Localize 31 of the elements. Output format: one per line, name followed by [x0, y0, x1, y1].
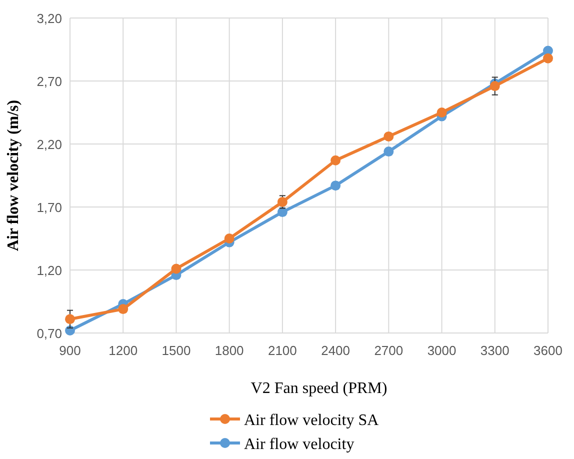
x-tick-label: 2400 — [321, 343, 350, 358]
y-axis-title: Air flow velocity (m/s) — [5, 100, 22, 252]
x-tick-label: 900 — [59, 343, 81, 358]
legend-label: Air flow velocity — [244, 436, 354, 453]
y-tick-label: 3,20 — [36, 11, 62, 26]
x-tick-label: 2700 — [374, 343, 404, 358]
x-tick-label: 2100 — [268, 343, 297, 358]
x-tick-label: 1800 — [214, 343, 244, 358]
y-tick-label: 1,70 — [36, 200, 62, 215]
point — [330, 180, 341, 191]
point — [118, 304, 128, 314]
y-tick-label: 2,20 — [36, 137, 62, 152]
point — [224, 234, 234, 244]
x-tick-label: 3600 — [534, 343, 562, 358]
x-tick-label: 1500 — [162, 343, 191, 358]
y-tick-label: 0,70 — [36, 326, 62, 341]
x-tick-label: 3000 — [427, 343, 456, 358]
y-tick-label: 2,70 — [36, 74, 62, 89]
point — [490, 81, 500, 92]
point — [384, 146, 394, 157]
x-tick-label: 1200 — [108, 343, 138, 358]
point — [330, 155, 341, 166]
x-axis-title: V2 Fan speed (PRM) — [250, 380, 388, 397]
point — [171, 264, 182, 274]
point — [65, 314, 75, 324]
x-tick-label: 3300 — [480, 343, 510, 358]
point — [384, 131, 394, 142]
point — [436, 108, 447, 118]
legend-label: Air flow velocity SA — [244, 412, 380, 429]
y-tick-label: 1,20 — [36, 263, 62, 278]
point — [543, 53, 553, 64]
